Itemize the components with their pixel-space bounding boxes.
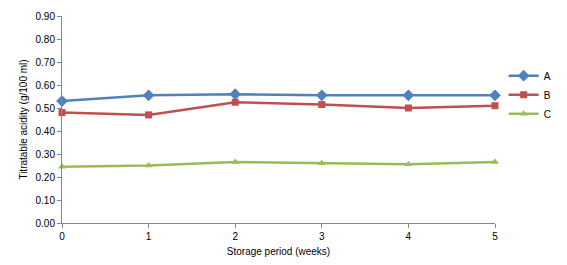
svg-text:0.00: 0.00 <box>36 218 56 229</box>
svg-text:B: B <box>544 90 551 101</box>
svg-text:0.40: 0.40 <box>36 126 56 137</box>
svg-text:3: 3 <box>319 231 325 242</box>
svg-text:0.20: 0.20 <box>36 172 56 183</box>
svg-text:5: 5 <box>492 231 498 242</box>
svg-text:4: 4 <box>406 231 412 242</box>
svg-text:Titratable acidity (g/100 ml): Titratable acidity (g/100 ml) <box>18 59 29 179</box>
svg-text:0.90: 0.90 <box>36 11 56 22</box>
svg-text:0.60: 0.60 <box>36 80 56 91</box>
svg-text:1: 1 <box>146 231 152 242</box>
svg-text:A: A <box>544 71 551 82</box>
svg-text:0.10: 0.10 <box>36 195 56 206</box>
svg-text:2: 2 <box>232 231 238 242</box>
svg-text:0.50: 0.50 <box>36 103 56 114</box>
svg-text:0: 0 <box>59 231 65 242</box>
svg-text:0.30: 0.30 <box>36 149 56 160</box>
svg-text:Storage period (weeks): Storage period (weeks) <box>227 246 330 257</box>
svg-text:C: C <box>544 109 551 120</box>
svg-text:0.80: 0.80 <box>36 34 56 45</box>
svg-text:0.70: 0.70 <box>36 57 56 68</box>
